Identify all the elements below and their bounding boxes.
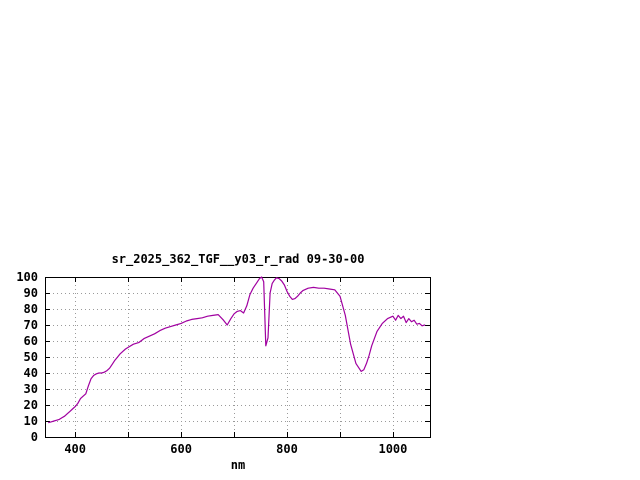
x-tick-label: 1000 xyxy=(378,442,407,456)
y-tick-label: 40 xyxy=(24,366,38,380)
x-tick-label: 600 xyxy=(170,442,192,456)
y-tick-label: 70 xyxy=(24,318,38,332)
y-tick-label: 60 xyxy=(24,334,38,348)
chart-title: sr_2025_362_TGF__y03_r_rad 09-30-00 xyxy=(111,252,365,266)
y-tick-label: 0 xyxy=(31,430,38,444)
y-tick-label: 90 xyxy=(24,286,38,300)
x-tick-label: 400 xyxy=(64,442,86,456)
y-tick-label: 20 xyxy=(24,398,38,412)
y-tick-label: 30 xyxy=(24,382,38,396)
x-tick-label: 800 xyxy=(276,442,298,456)
x-axis-label: nm xyxy=(230,458,246,472)
y-tick-label: 10 xyxy=(24,414,38,428)
y-tick-label: 80 xyxy=(24,302,38,316)
y-tick-label: 50 xyxy=(24,350,38,364)
data-line xyxy=(48,276,426,424)
y-tick-label: 100 xyxy=(16,270,38,284)
